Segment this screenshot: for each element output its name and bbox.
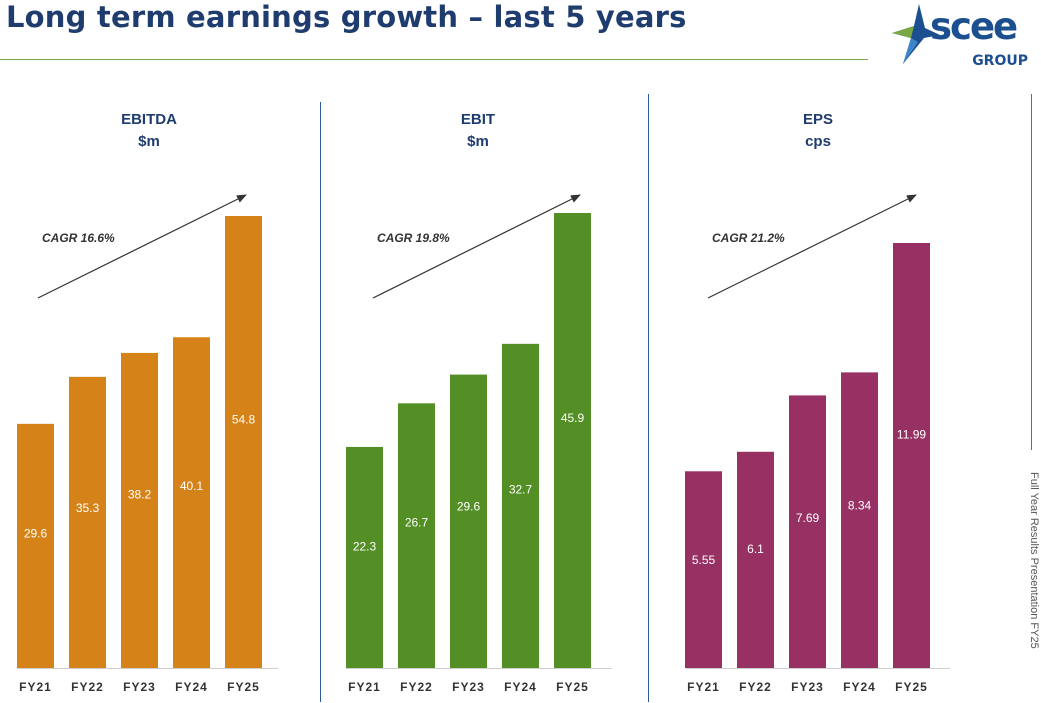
ebitda-data-label-fy23: 38.2	[128, 488, 152, 502]
title-underline	[0, 59, 868, 60]
ebitda-data-label-fy21: 29.6	[24, 527, 48, 541]
ebitda-chart-unit: $m	[138, 133, 160, 150]
ebitda-tick-fy24: FY24	[175, 680, 208, 694]
ebitda-chart-title: EBITDA	[121, 111, 177, 128]
eps-data-label-fy25: 11.99	[897, 427, 926, 441]
panel-divider-1	[320, 102, 321, 702]
ebit-tick-fy21: FY21	[348, 680, 381, 694]
eps-bar-fy24	[841, 372, 878, 668]
logo-wordmark: scee	[930, 5, 1018, 48]
eps-data-label-fy21: 5.55	[692, 553, 716, 567]
eps-trend-arrow	[707, 194, 917, 299]
sidebar-rule	[1031, 94, 1032, 450]
ebitda-tick-fy21: FY21	[19, 680, 52, 694]
ebit-chart-unit: $m	[467, 133, 489, 150]
logo-group-text: GROUP	[972, 53, 1028, 69]
eps-bar-fy21	[685, 471, 722, 668]
ebit-bar-fy24	[502, 343, 539, 668]
ebit-cagr-label: CAGR 19.8%	[377, 231, 450, 245]
ebit-bar-fy25	[554, 213, 591, 668]
ebit-tick-fy25: FY25	[556, 680, 589, 694]
ebit-tick-fy22: FY22	[400, 680, 433, 694]
ebit-data-label-fy24: 32.7	[509, 483, 533, 497]
ebitda-bar-fy22	[69, 376, 106, 668]
ebit-tick-fy23: FY23	[452, 680, 485, 694]
ebitda-bar-fy24	[173, 337, 210, 668]
ebit-bar-fy22	[398, 403, 435, 668]
eps-tick-fy24: FY24	[843, 680, 876, 694]
ebitda-bar-fy21	[17, 423, 54, 668]
ebit-data-label-fy21: 22.3	[353, 539, 377, 553]
ebit-data-label-fy23: 29.6	[457, 500, 481, 514]
eps-chart-unit: cps	[805, 133, 831, 150]
page-title: Long term earnings growth – last 5 years	[6, 0, 687, 34]
eps-data-label-fy23: 7.69	[796, 511, 820, 525]
scee-logo: scee GROUP	[892, 4, 1034, 74]
ebit-bar-fy21	[346, 446, 383, 668]
ebit-trend-arrow	[372, 194, 581, 299]
eps-chart-title: EPS	[803, 111, 833, 128]
eps-bar-fy22	[737, 451, 774, 668]
eps-data-label-fy22: 6.1	[747, 542, 764, 556]
eps-tick-fy25: FY25	[895, 680, 928, 694]
eps-cagr-label: CAGR 21.2%	[712, 231, 785, 245]
ebit-data-label-fy22: 26.7	[405, 515, 429, 529]
ebitda-bar-fy23	[121, 352, 158, 668]
ebitda-data-label-fy25: 54.8	[232, 412, 256, 426]
presentation-footer-text: Full Year Results Presentation FY25	[1028, 472, 1040, 649]
ebit-data-label-fy25: 45.9	[561, 411, 585, 425]
ebitda-tick-fy22: FY22	[71, 680, 104, 694]
eps-data-label-fy24: 8.34	[848, 498, 872, 512]
eps-tick-fy22: FY22	[739, 680, 772, 694]
ebitda-cagr-label: CAGR 16.6%	[42, 231, 115, 245]
ebitda-tick-fy25: FY25	[227, 680, 260, 694]
eps-tick-fy21: FY21	[687, 680, 720, 694]
ebitda-tick-fy23: FY23	[123, 680, 156, 694]
ebit-chart-title: EBIT	[461, 111, 495, 128]
panel-divider-2	[648, 94, 649, 702]
eps-tick-fy23: FY23	[791, 680, 824, 694]
ebit-tick-fy24: FY24	[504, 680, 537, 694]
ebitda-trend-arrow	[37, 194, 247, 299]
eps-bar-fy25	[893, 243, 930, 668]
star-bolt-icon	[892, 4, 940, 64]
ebitda-data-label-fy24: 40.1	[180, 479, 204, 493]
ebitda-data-label-fy22: 35.3	[76, 501, 100, 515]
ebitda-bar-fy25	[225, 216, 262, 668]
ebit-bar-fy23	[450, 374, 487, 668]
eps-bar-fy23	[789, 395, 826, 668]
